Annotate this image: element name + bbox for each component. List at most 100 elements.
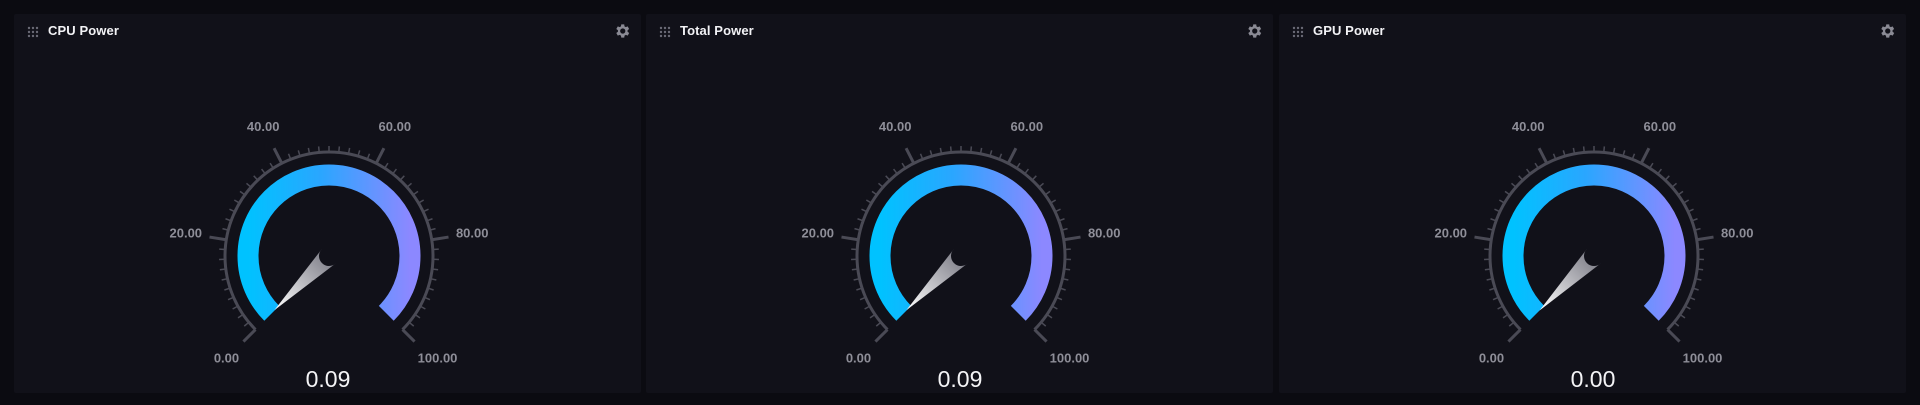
minor-tick <box>1489 287 1496 291</box>
tick-label-80: 80.00 <box>1721 225 1754 240</box>
minor-tick <box>221 277 228 281</box>
minor-tick <box>861 208 868 213</box>
panel-title: CPU Power <box>48 23 119 38</box>
minor-tick <box>939 147 943 154</box>
tick-label-20: 20.00 <box>1435 225 1468 240</box>
gauge: 0.00 20.00 40.00 60.00 80.00 100.00 0.00 <box>1435 119 1754 392</box>
minor-tick <box>1486 277 1493 281</box>
gauge-value: 0.00 <box>1571 366 1616 392</box>
major-tick <box>1639 147 1651 165</box>
minor-tick <box>1508 321 1515 327</box>
tick-label-40: 40.00 <box>1512 119 1545 134</box>
gauge-range-arc <box>1502 164 1686 321</box>
panel-header[interactable]: Total Power <box>646 14 1273 48</box>
minor-tick <box>1518 175 1524 181</box>
tick-label-100: 100.00 <box>418 351 458 366</box>
minor-tick <box>1687 208 1694 213</box>
panel-title: Total Power <box>680 23 754 38</box>
minor-tick <box>1572 147 1576 154</box>
minor-tick <box>864 305 871 310</box>
minor-tick <box>979 147 983 154</box>
drag-handle-icon[interactable] <box>26 25 40 39</box>
major-tick <box>1033 328 1048 343</box>
minor-tick <box>357 150 361 157</box>
gauge-range-arc <box>869 164 1053 321</box>
panel-gpu-power: GPU Power 0.00 20.00 40.00 60.00 80.00 1… <box>1279 14 1906 393</box>
drag-handle-icon[interactable] <box>1291 25 1305 39</box>
minor-tick <box>1040 321 1047 327</box>
minor-tick <box>237 313 244 319</box>
minor-tick <box>871 190 878 196</box>
minor-tick <box>317 146 320 153</box>
major-tick <box>1474 235 1492 242</box>
minor-tick <box>1684 305 1691 310</box>
minor-tick <box>1689 296 1696 301</box>
major-tick <box>272 147 284 165</box>
tick-label-40: 40.00 <box>879 119 912 134</box>
minor-tick <box>1679 313 1686 319</box>
minor-tick <box>859 296 866 301</box>
gauge-needle <box>906 248 969 311</box>
minor-tick <box>1510 182 1517 188</box>
minor-tick <box>1695 277 1702 281</box>
minor-tick <box>1031 175 1037 181</box>
minor-tick <box>430 277 437 281</box>
minor-tick <box>225 218 232 222</box>
gauge: 0.00 20.00 40.00 60.00 80.00 100.00 0.09 <box>170 119 489 392</box>
tick-label-60: 60.00 <box>1644 119 1677 134</box>
panel-header[interactable]: GPU Power <box>1279 14 1906 48</box>
minor-tick <box>851 268 858 271</box>
gear-icon[interactable] <box>1245 22 1263 40</box>
major-tick <box>209 235 227 242</box>
panel-title: GPU Power <box>1313 23 1385 38</box>
tick-label-60: 60.00 <box>1011 119 1044 134</box>
minor-tick <box>1657 168 1663 175</box>
minor-tick <box>1064 268 1071 271</box>
minor-tick <box>853 277 860 281</box>
minor-tick <box>347 147 351 154</box>
minor-tick <box>1484 268 1491 271</box>
gauge-value: 0.09 <box>306 366 351 392</box>
major-tick <box>874 328 889 343</box>
tick-label-60: 60.00 <box>379 119 412 134</box>
tick-label-100: 100.00 <box>1050 351 1090 366</box>
tick-label-80: 80.00 <box>456 225 489 240</box>
gear-icon[interactable] <box>613 22 631 40</box>
minor-tick <box>338 146 341 153</box>
minor-tick <box>1612 147 1616 154</box>
minor-tick <box>424 296 431 301</box>
minor-tick <box>414 313 421 319</box>
minor-tick <box>1058 218 1065 222</box>
minor-tick <box>222 227 229 231</box>
minor-tick <box>1582 146 1585 153</box>
minor-tick <box>1051 305 1058 310</box>
minor-tick <box>1697 268 1704 271</box>
minor-tick <box>232 305 239 310</box>
minor-tick <box>1534 162 1539 169</box>
gear-icon[interactable] <box>1878 22 1896 40</box>
major-tick <box>1696 235 1714 242</box>
tick-label-100: 100.00 <box>1683 351 1723 366</box>
minor-tick <box>1649 162 1654 169</box>
gauge-value: 0.09 <box>938 366 983 392</box>
tick-label-80: 80.00 <box>1088 225 1121 240</box>
minor-tick <box>426 218 433 222</box>
minor-tick <box>1044 190 1051 196</box>
minor-tick <box>1050 199 1057 204</box>
minor-tick <box>224 287 231 291</box>
minor-tick <box>1498 199 1505 204</box>
major-tick <box>1063 235 1081 242</box>
gauge: 0.00 20.00 40.00 60.00 80.00 100.00 0.09 <box>802 119 1121 392</box>
minor-tick <box>1683 199 1690 204</box>
major-tick <box>904 147 916 165</box>
minor-tick <box>865 199 872 204</box>
minor-tick <box>1494 208 1501 213</box>
drag-handle-icon[interactable] <box>658 25 672 39</box>
minor-tick <box>1692 287 1699 291</box>
minor-tick <box>989 150 993 157</box>
tick-label-20: 20.00 <box>802 225 835 240</box>
panel-header[interactable]: CPU Power <box>14 14 641 48</box>
minor-tick <box>869 313 876 319</box>
minor-tick <box>384 162 389 169</box>
minor-tick <box>422 208 429 213</box>
